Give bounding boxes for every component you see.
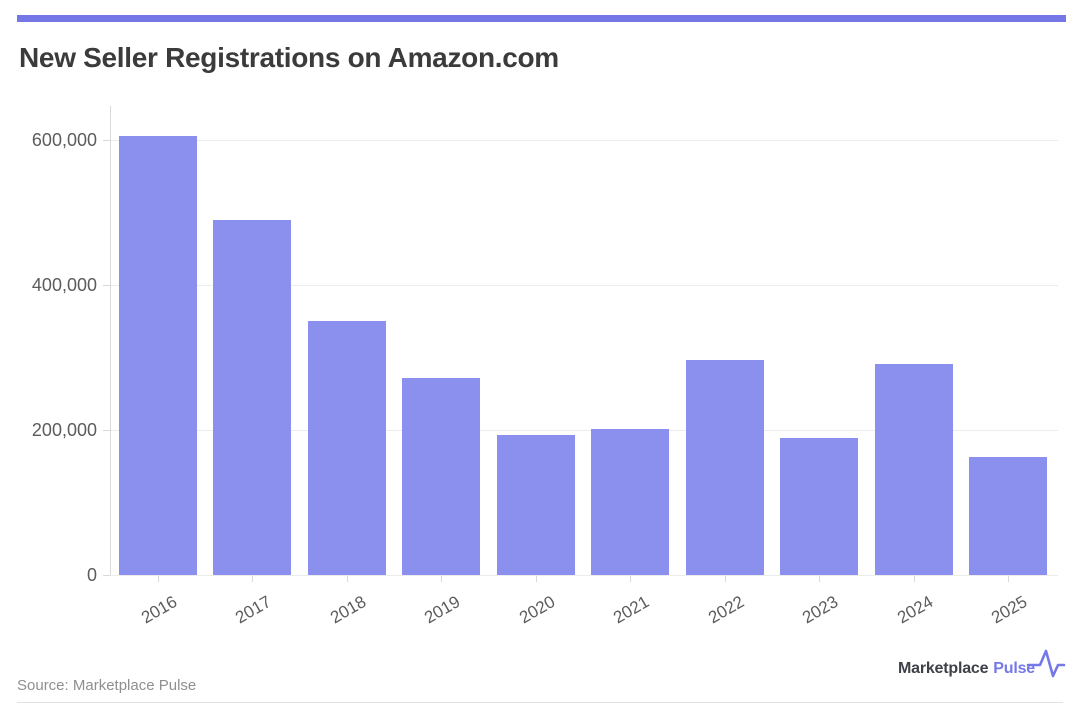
chart-title: New Seller Registrations on Amazon.com [19, 42, 559, 73]
x-tick-label-2016: 2016 [137, 592, 180, 628]
x-axis-tick [724, 576, 726, 582]
x-tick-label-2020: 2020 [515, 592, 558, 628]
x-axis-tick [157, 576, 159, 582]
bar-2017 [213, 219, 291, 575]
x-tick-label-2018: 2018 [326, 592, 369, 628]
x-tick-label-2019: 2019 [421, 592, 464, 628]
x-tick-label-2024: 2024 [893, 592, 936, 628]
x-axis-tick [252, 576, 253, 582]
x-axis-tick [630, 576, 631, 582]
gridline-600,000 [110, 140, 1058, 141]
accent-topbar [17, 15, 1066, 22]
bar-2018 [307, 321, 386, 575]
y-axis-tick [103, 285, 110, 286]
x-tick-label-2025: 2025 [988, 592, 1031, 628]
y-tick-label: 600,000 [31, 130, 97, 150]
bar-2023 [780, 437, 858, 575]
bar-2016 [118, 136, 197, 575]
y-axis-tick [103, 140, 110, 141]
x-tick-label-2017: 2017 [232, 592, 275, 628]
bar-2021 [591, 428, 669, 575]
pulse-line-icon [1026, 649, 1066, 678]
y-tick-label: 200,000 [31, 420, 97, 440]
x-axis-tick [441, 576, 442, 582]
gridline-400,000 [110, 285, 1058, 286]
source-note: Source: Marketplace Pulse [17, 677, 197, 694]
x-axis-tick [913, 576, 915, 582]
bar-2020 [496, 435, 575, 575]
gridline-200,000 [110, 430, 1058, 431]
y-axis-tick [103, 575, 110, 576]
bar-2019 [402, 377, 480, 575]
y-axis-tick [103, 430, 110, 431]
y-axis-line [110, 106, 111, 575]
brand-name-primary: Marketplace [898, 660, 989, 677]
y-tick-label: 0 [86, 565, 97, 585]
bar-2022 [685, 360, 764, 575]
bar-2024 [874, 364, 953, 575]
x-axis-tick [346, 576, 348, 582]
x-tick-label-2021: 2021 [610, 592, 653, 628]
x-axis-tick [535, 576, 537, 582]
x-axis-tick [1008, 576, 1009, 582]
x-axis-tick [819, 576, 820, 582]
y-tick-label: 400,000 [31, 275, 97, 295]
brand-logo: Marketplace Pulse [898, 649, 1066, 683]
bar-2025 [969, 456, 1047, 575]
x-tick-label-2022: 2022 [704, 592, 747, 628]
footer-divider [17, 702, 1063, 703]
brand-name-accent: Pulse [993, 660, 1035, 677]
x-tick-label-2023: 2023 [799, 592, 842, 628]
gridline-0 [110, 575, 1058, 576]
